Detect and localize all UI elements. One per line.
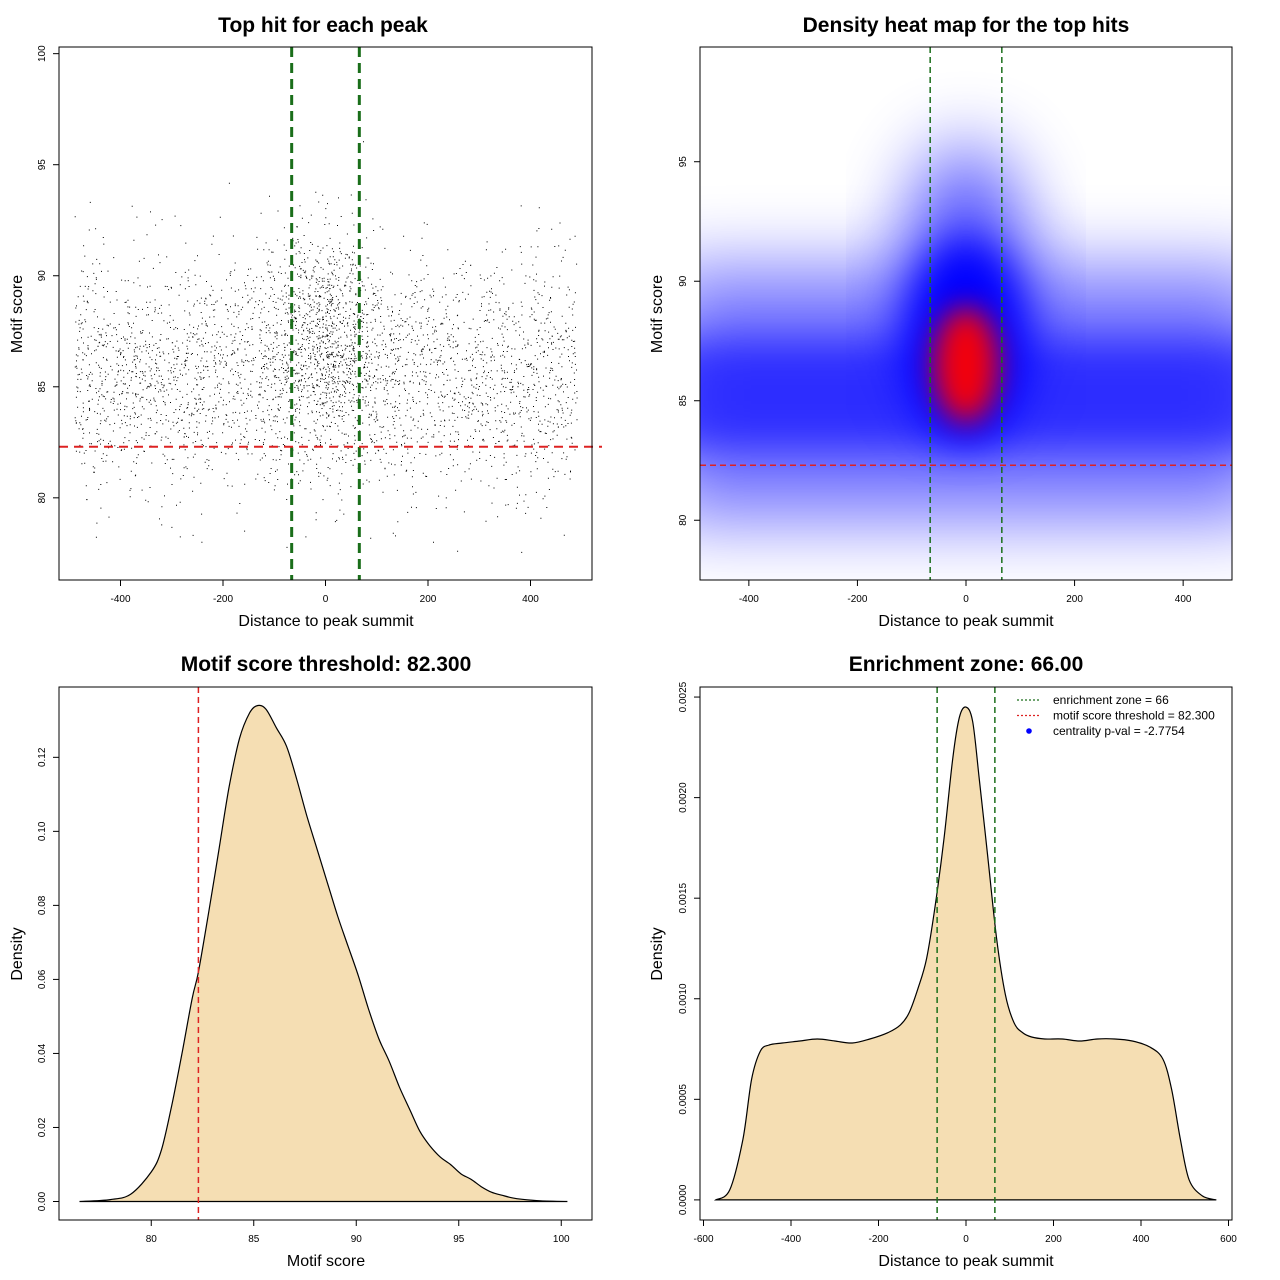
x-tick-label: 200	[1045, 1234, 1062, 1245]
y-tick-label: 0.08	[37, 895, 48, 915]
distance-density-area	[713, 706, 1217, 1201]
x-tick-label: 80	[146, 1234, 158, 1245]
x-tick-label: -400	[781, 1234, 801, 1245]
heatmap-reference-lines	[700, 47, 1232, 580]
heatmap-hot-spot	[933, 306, 999, 423]
scatter-point-cloud	[74, 141, 578, 553]
y-tick-label: 90	[678, 275, 689, 287]
x-tick-label: 95	[453, 1234, 465, 1245]
distance-density-y-label: Density	[649, 927, 666, 980]
legend-label: centrality p-val = -2.7754	[1053, 724, 1185, 738]
x-tick-label: 200	[420, 594, 437, 605]
distance-density-legend: enrichment zone = 66 motif score threshol…	[1017, 693, 1215, 738]
density-curve	[713, 706, 1217, 1201]
x-tick-label: -400	[110, 594, 130, 605]
y-tick-label: 0.0025	[678, 681, 689, 712]
heatmap-x-label: Distance to peak summit	[878, 613, 1054, 630]
x-tick-label: 0	[963, 594, 969, 605]
x-tick-label: 0	[963, 1234, 969, 1245]
score-density-y-ticks: 0.00 0.02 0.04 0.06 0.08 0.10 0.12	[37, 747, 59, 1211]
y-tick-label: 0.00	[37, 1191, 48, 1211]
distance-density-y-ticks: 0.0000 0.0005 0.0010 0.0015 0.0020 0.0025	[678, 681, 700, 1215]
distance-density-x-ticks: -600 -400 -200 0 200 400 600	[693, 1220, 1237, 1245]
panel-distance-density: Enrichment zone: 66.00 -600 -400 -200 0 200 4…	[649, 653, 1237, 1270]
x-tick-label: 400	[1175, 594, 1192, 605]
legend-label: enrichment zone = 66	[1053, 693, 1169, 707]
scatter-x-ticks: -400 -200 0 200 400	[110, 580, 539, 605]
distance-density-x-label: Distance to peak summit	[878, 1253, 1054, 1270]
score-density-x-label: Motif score	[287, 1253, 365, 1270]
y-tick-label: 0.0005	[678, 1084, 689, 1115]
score-density-title: Motif score threshold: 82.300	[181, 653, 472, 676]
x-tick-label: -200	[847, 594, 867, 605]
heatmap-density-field	[700, 146, 1232, 521]
y-tick-label: 80	[678, 514, 689, 526]
y-tick-label: 100	[37, 45, 48, 62]
y-tick-label: 0.04	[37, 1043, 48, 1063]
panel-score-density: Motif score threshold: 82.300 80 85 90 95 10…	[9, 653, 593, 1270]
y-tick-label: 80	[37, 492, 48, 504]
x-tick-label: 100	[553, 1234, 570, 1245]
scatter-x-label: Distance to peak summit	[238, 613, 414, 630]
scatter-reference-lines	[59, 47, 602, 580]
score-density-plot-frame	[58, 686, 593, 1221]
y-tick-label: 0.02	[37, 1117, 48, 1137]
y-tick-label: 95	[678, 156, 689, 168]
score-density-x-ticks: 80 85 90 95 100	[146, 1220, 570, 1245]
x-tick-label: -600	[693, 1234, 713, 1245]
y-tick-label: 0.0000	[678, 1184, 689, 1215]
distance-density-reference-lines	[936, 687, 996, 1220]
x-tick-label: 200	[1066, 594, 1083, 605]
panel-scatter: Top hit for each peak -400 -200 0 200 400 80…	[9, 14, 602, 630]
y-tick-label: 0.0015	[678, 882, 689, 913]
score-density-y-label: Density	[9, 927, 26, 980]
scatter-y-label: Motif score	[9, 275, 26, 353]
heatmap-y-ticks: 80 85 90 95	[678, 156, 700, 526]
legend-marker	[1026, 728, 1032, 734]
x-tick-label: -200	[213, 594, 233, 605]
x-tick-label: 90	[351, 1234, 363, 1245]
x-tick-label: 400	[522, 594, 539, 605]
y-tick-label: 0.06	[37, 969, 48, 989]
distance-density-title: Enrichment zone: 66.00	[849, 653, 1084, 676]
y-tick-label: 95	[37, 159, 48, 171]
score-density-area	[79, 704, 568, 1203]
x-tick-label: 400	[1133, 1234, 1150, 1245]
y-tick-label: 0.12	[37, 747, 48, 767]
legend-label: motif score threshold = 82.300	[1053, 709, 1215, 723]
x-tick-label: -200	[868, 1234, 888, 1245]
x-tick-label: 0	[323, 594, 329, 605]
y-tick-label: 85	[37, 381, 48, 393]
panel-heatmap: Density heat map for the top hits -400 -2…	[649, 14, 1233, 630]
scatter-points	[74, 141, 578, 553]
y-tick-label: 0.0010	[678, 983, 689, 1014]
y-tick-label: 85	[678, 395, 689, 407]
x-tick-label: -400	[739, 594, 759, 605]
x-tick-label: 600	[1220, 1234, 1237, 1245]
density-curve	[79, 704, 568, 1203]
heatmap-y-label: Motif score	[649, 275, 666, 353]
heatmap-title: Density heat map for the top hits	[803, 14, 1130, 37]
y-tick-label: 0.0020	[678, 782, 689, 813]
x-tick-label: 85	[248, 1234, 260, 1245]
y-tick-label: 0.10	[37, 821, 48, 841]
scatter-y-ticks: 80 85 90 95 100	[37, 45, 59, 504]
y-tick-label: 90	[37, 270, 48, 282]
heatmap-x-ticks: -400 -200 0 200 400	[739, 580, 1192, 605]
scatter-title: Top hit for each peak	[218, 14, 428, 37]
